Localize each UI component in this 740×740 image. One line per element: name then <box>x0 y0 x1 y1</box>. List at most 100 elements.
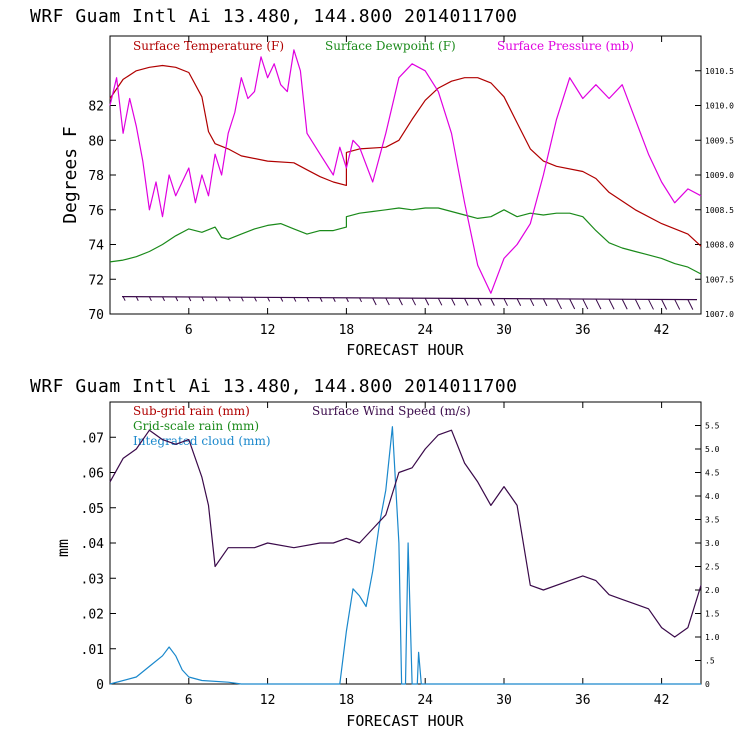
chart-2-series <box>109 426 702 685</box>
x-tick-label: 30 <box>496 323 512 338</box>
y-tick-label: 82 <box>88 100 104 115</box>
y-tick-label: 78 <box>88 169 104 184</box>
y-tick-label: .06 <box>81 467 104 482</box>
chart-2-axis-ticks: 6 12 18 24 30 36 42 0 .01 .02 .03 .04 .05 .06 .07 0 .5 1.… <box>81 402 720 708</box>
right-tick-label: 5.0 <box>705 445 720 454</box>
y-tick-label: 72 <box>88 273 104 288</box>
x-tick-label: 12 <box>260 323 276 338</box>
x-tick-label: 30 <box>496 693 512 708</box>
chart-1-xlabel: FORECAST HOUR <box>346 341 464 359</box>
wind-barb <box>280 297 284 302</box>
wind-barb <box>122 296 126 301</box>
wind-barb <box>424 298 430 306</box>
x-tick-label: 36 <box>575 323 591 338</box>
series-line <box>109 426 701 685</box>
legend-entry: Surface Dewpoint (F) <box>325 39 456 53</box>
x-tick-label: 6 <box>185 323 193 338</box>
chart-1-series <box>109 49 702 294</box>
wind-barb <box>451 298 456 306</box>
wind-barb <box>188 296 192 302</box>
wind-barb <box>162 296 165 302</box>
wind-barb <box>569 298 576 310</box>
right-tick-label: 1.0 <box>705 633 720 642</box>
right-tick-label: 3.5 <box>705 516 720 525</box>
wind-barb <box>135 296 139 301</box>
right-tick-label: 2.0 <box>705 586 720 595</box>
series-line <box>109 207 702 275</box>
y-tick-label: 74 <box>88 239 104 254</box>
wind-barb <box>621 299 628 310</box>
chart-1-plot-frame <box>109 35 702 315</box>
wind-barb <box>201 296 205 302</box>
wind-barb <box>634 299 641 310</box>
wind-barb <box>293 297 297 302</box>
wind-barb <box>464 298 469 306</box>
wind-barb <box>359 297 362 303</box>
chart-2-ylabel: mm <box>54 539 72 557</box>
right-tick-label: 1.5 <box>705 610 720 619</box>
right-tick-label: 1009.0 <box>705 171 734 180</box>
wind-barb <box>437 298 443 306</box>
wind-barb <box>674 299 681 310</box>
right-tick-label: 1008.5 <box>705 206 734 215</box>
chart-2-title: WRF Guam Intl Ai 13.480, 144.800 2014011… <box>30 376 518 397</box>
chart-2-xlabel: FORECAST HOUR <box>346 712 464 730</box>
y-tick-label: .07 <box>81 431 104 446</box>
chart-2-legend: Sub-grid rain (mm)Grid-scale rain (mm)In… <box>133 404 471 448</box>
wind-barb <box>490 298 495 306</box>
right-tick-label: 1010.5 <box>705 67 734 76</box>
legend-entry: Sub-grid rain (mm) <box>133 404 250 418</box>
wind-barb <box>319 297 323 302</box>
x-tick-label: 12 <box>260 693 276 708</box>
wind-barb <box>227 297 231 302</box>
x-tick-label: 36 <box>575 693 591 708</box>
wind-barb <box>661 299 668 310</box>
y-tick-label: .03 <box>81 572 104 587</box>
wind-barb <box>556 298 562 310</box>
wind-barb <box>411 297 417 306</box>
wind-barb <box>516 298 522 306</box>
wind-barb <box>332 297 336 303</box>
series-line <box>109 64 702 247</box>
x-tick-label: 24 <box>417 693 433 708</box>
right-tick-label: 0 <box>705 680 710 689</box>
right-tick-label: 1007.5 <box>705 275 734 284</box>
right-tick-label: 2.5 <box>705 563 720 572</box>
wind-barb <box>240 297 244 302</box>
wind-barb <box>254 297 257 302</box>
x-tick-label: 42 <box>654 323 670 338</box>
wind-barb <box>595 298 602 310</box>
legend-entry: Surface Wind Speed (m/s) <box>312 404 471 418</box>
wind-barb <box>529 298 535 307</box>
chart-1-title: WRF Guam Intl Ai 13.480, 144.800 2014011… <box>30 6 518 27</box>
y-tick-label: 0 <box>96 678 104 693</box>
wind-barb <box>175 296 179 302</box>
wind-barb <box>148 296 152 302</box>
wind-barb <box>542 298 548 307</box>
y-tick-label: 70 <box>88 308 104 323</box>
wind-barb <box>582 298 589 310</box>
wind-barb <box>648 299 654 310</box>
wind-barb <box>608 298 615 310</box>
series-line <box>109 429 702 638</box>
x-tick-label: 18 <box>339 323 355 338</box>
y-tick-label: .01 <box>81 643 104 658</box>
chart-1-ylabel: Degrees F <box>60 126 81 224</box>
y-tick-label: .05 <box>81 502 104 517</box>
series-line <box>109 49 702 294</box>
chart-1-legend: Surface Temperature (F) Surface Dewpoint … <box>133 39 634 53</box>
wind-barb <box>372 297 377 306</box>
x-tick-label: 18 <box>339 693 355 708</box>
wind-barb <box>214 296 218 302</box>
wind-barb <box>398 297 403 306</box>
x-tick-label: 6 <box>185 693 193 708</box>
right-tick-label: 3.0 <box>705 539 720 548</box>
chart-1-axis-ticks: 6 12 18 24 30 36 42 70 72 74 76 78 80 82 1007.0 1007.5 1… <box>88 36 734 338</box>
legend-entry: Integrated cloud (mm) <box>133 434 271 448</box>
chart-1-wind-barbs <box>121 296 698 310</box>
legend-entry: Surface Temperature (F) <box>133 39 284 53</box>
y-tick-label: .02 <box>81 608 104 623</box>
right-tick-label: 1010.0 <box>705 102 734 111</box>
right-tick-label: 4.5 <box>705 469 720 478</box>
